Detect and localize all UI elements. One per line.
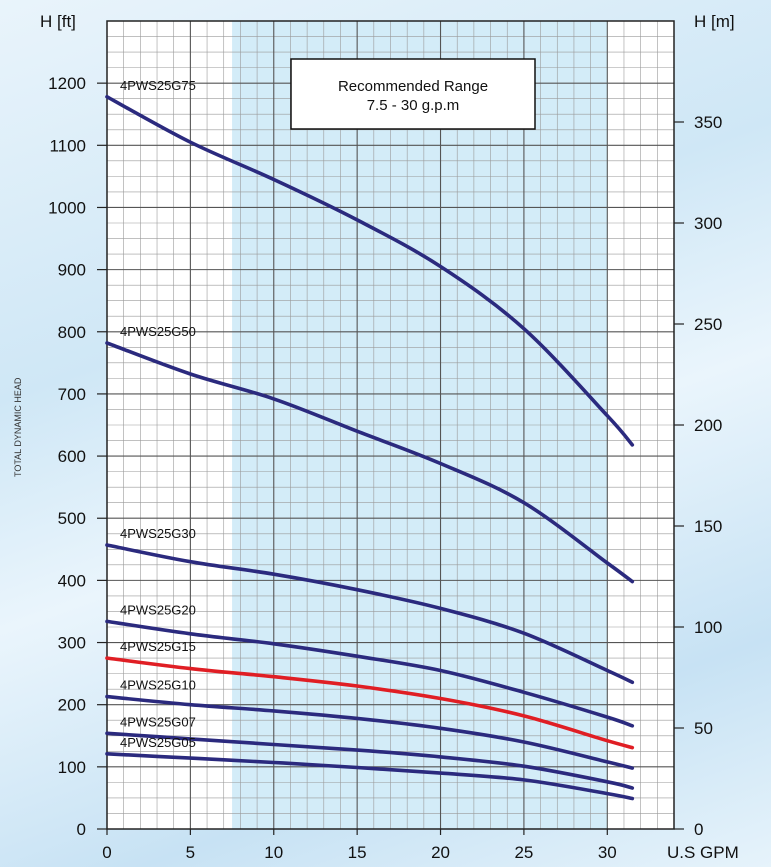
y-tick-label-m: 100 bbox=[694, 618, 722, 637]
x-tick-label: 0 bbox=[102, 843, 111, 862]
y-tick-label-ft: 400 bbox=[58, 571, 86, 590]
recommended-range-box: Recommended Range 7.5 - 30 g.p.m bbox=[290, 58, 536, 130]
y-tick-label-ft: 900 bbox=[58, 261, 86, 280]
x-axis-title: U.S GPM bbox=[667, 843, 739, 862]
y-tick-label-ft: 800 bbox=[58, 323, 86, 342]
series-4pws25g30-line bbox=[105, 543, 635, 685]
series-4pws25g75-label: 4PWS25G75 bbox=[120, 78, 196, 93]
series-4pws25g20-line bbox=[105, 619, 635, 728]
side-axis-label: TOTAL DYNAMIC HEAD bbox=[13, 377, 23, 477]
y-tick-label-m: 150 bbox=[694, 517, 722, 536]
x-tick-labels: 0 5 10 15 20 25 30 bbox=[102, 829, 617, 862]
series-4pws25g07-label: 4PWS25G07 bbox=[120, 714, 196, 729]
series-4pws25g07-line bbox=[105, 731, 635, 790]
y-tick-labels-m: 0 50 100 150 200 250 300 350 bbox=[674, 113, 722, 839]
y-tick-label-m: 200 bbox=[694, 416, 722, 435]
series-4pws25g10-line bbox=[105, 694, 635, 770]
y-tick-label-ft: 1100 bbox=[49, 136, 86, 155]
y-tick-label-ft: 100 bbox=[58, 758, 86, 777]
x-tick-label: 20 bbox=[431, 843, 450, 862]
y-tick-label-ft: 1200 bbox=[48, 74, 86, 93]
x-tick-label: 10 bbox=[264, 843, 283, 862]
series-4pws25g10-label: 4PWS25G10 bbox=[120, 678, 196, 693]
x-tick-label: 5 bbox=[186, 843, 195, 862]
y-tick-label-ft: 600 bbox=[58, 447, 86, 466]
series-layer bbox=[105, 95, 635, 801]
series-4pws25g30-label: 4PWS25G30 bbox=[120, 526, 196, 541]
y-tick-label-ft: 200 bbox=[58, 696, 86, 715]
x-tick-label: 25 bbox=[514, 843, 533, 862]
y-tick-label-ft: 700 bbox=[58, 385, 86, 404]
series-4pws25g50-line bbox=[105, 341, 635, 584]
x-tick-label: 15 bbox=[348, 843, 367, 862]
recommended-range-title: Recommended Range bbox=[338, 78, 488, 95]
y-tick-label-m: 350 bbox=[694, 113, 722, 132]
y-tick-label-m: 250 bbox=[694, 315, 722, 334]
y-tick-label-m: 50 bbox=[694, 719, 713, 738]
series-4pws25g20-label: 4PWS25G20 bbox=[120, 602, 196, 617]
y-tick-label-ft: 500 bbox=[58, 509, 86, 528]
series-4pws25g05-line bbox=[105, 752, 635, 801]
series-4pws25g15-line bbox=[105, 656, 635, 750]
series-label-layer: 4PWS25G75 4PWS25G50 4PWS25G30 4PWS25G20 4PWS… bbox=[120, 78, 196, 750]
x-tick-label: 30 bbox=[598, 843, 617, 862]
series-4pws25g15-label: 4PWS25G15 bbox=[120, 639, 196, 654]
series-4pws25g50-label: 4PWS25G50 bbox=[120, 324, 196, 339]
y-axis-title-m: H [m] bbox=[694, 12, 735, 31]
y-tick-label-m: 300 bbox=[694, 214, 722, 233]
y-tick-label-ft: 1000 bbox=[48, 198, 86, 217]
series-4pws25g05-label: 4PWS25G05 bbox=[120, 735, 196, 750]
y-tick-label-ft: 0 bbox=[77, 820, 86, 839]
y-tick-labels-ft: 0 100 200 300 400 500 600 700 800 900 1000 1100 1200 bbox=[48, 74, 107, 839]
y-tick-label-m: 0 bbox=[694, 820, 703, 839]
major-grid bbox=[107, 21, 674, 829]
series-4pws25g75-line bbox=[105, 95, 635, 447]
y-axis-title-ft: H [ft] bbox=[40, 12, 76, 31]
recommended-range-subtitle: 7.5 - 30 g.p.m bbox=[367, 97, 460, 114]
y-tick-label-ft: 300 bbox=[58, 634, 86, 653]
